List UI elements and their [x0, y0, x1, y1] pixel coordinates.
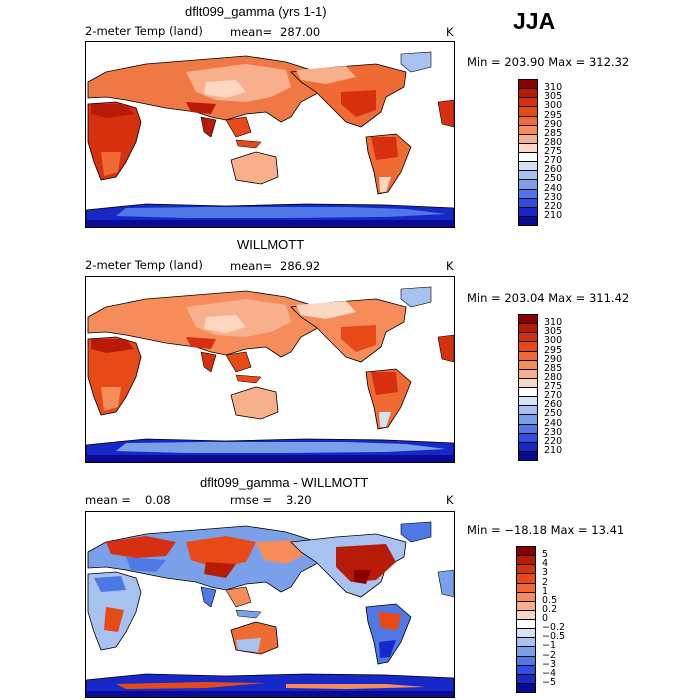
colorbar-tick-label: 275	[544, 146, 563, 157]
colorbar-tick-label: 220	[544, 200, 563, 212]
panel-3-map	[85, 511, 455, 698]
panel-3-units: K	[446, 493, 454, 507]
colorbar-swatch	[518, 450, 538, 461]
colorbar-tick-label: 305	[544, 91, 563, 103]
panel-1-minmax: Min = 203.90 Max = 312.32	[467, 55, 630, 69]
panel-2-title: WILLMOTT	[237, 237, 305, 252]
panel-1-map	[85, 41, 455, 228]
panel-2-mean-value: 286.92	[280, 259, 321, 273]
colorbar-tick-label: 4	[542, 558, 549, 570]
colorbar-tick-label: 3	[542, 567, 549, 579]
colorbar-swatch	[516, 682, 536, 693]
colorbar-tick-label: −0.2	[542, 622, 566, 634]
colorbar-tick-label: 295	[544, 344, 563, 356]
colorbar-tick-label: 300	[544, 335, 563, 347]
colorbar-tick-label: 220	[544, 435, 563, 447]
panel-1-title: dflt099_gamma (yrs 1-1)	[185, 4, 327, 19]
season-label: JJA	[513, 8, 556, 34]
colorbar-tick-label: 210	[544, 444, 563, 456]
panel-2-map-svg	[86, 286, 454, 462]
panel-1-variable: 2-meter Temp (land)	[85, 24, 203, 38]
panel-1-units: K	[446, 25, 454, 39]
panel-3-mean-label: mean =	[85, 493, 131, 507]
colorbar-tick-label: 270	[544, 390, 563, 402]
colorbar-tick-label: 240	[544, 417, 563, 429]
colorbar-tick-label: 260	[544, 399, 563, 411]
colorbar-tick-label: −1	[542, 640, 557, 652]
colorbar-tick-label: −2	[542, 649, 557, 661]
colorbar-tick-label: 230	[544, 191, 563, 203]
colorbar-swatch	[518, 215, 538, 226]
colorbar-tick-label: 0	[542, 613, 549, 624]
panel-3-mean-value: 0.08	[145, 493, 171, 507]
panel-2-map	[85, 276, 455, 463]
colorbar-tick-label: 240	[544, 182, 563, 194]
panel-2-variable: 2-meter Temp (land)	[85, 258, 203, 272]
colorbar-tick-label: 210	[544, 209, 563, 221]
colorbar-tick-label: 305	[544, 326, 563, 338]
colorbar-tick-label: −4	[542, 667, 557, 679]
colorbar-tick-label: 230	[544, 426, 563, 438]
colorbar-tick-label: 1	[542, 585, 549, 597]
panel-3-rmse-value: 3.20	[286, 493, 312, 507]
colorbar-tick-label: 5	[542, 549, 549, 561]
colorbar-tick-label: 2	[542, 576, 549, 588]
colorbar-tick-label: 300	[544, 100, 563, 112]
panel-2-minmax: Min = 203.04 Max = 311.42	[467, 291, 630, 305]
colorbar-tick-label: 275	[544, 381, 563, 392]
colorbar-tick-label: 250	[544, 408, 563, 420]
panel-1-map-svg	[86, 51, 454, 227]
panel-2-colorbar: 310 305 300 295 290 285 280 275 270 260 250 240 230 2…	[518, 314, 588, 461]
panel-3-rmse-label: rmse =	[230, 493, 273, 507]
colorbar-tick-label: 280	[544, 371, 563, 383]
panel-2-mean-label: mean=	[230, 259, 273, 273]
colorbar-tick-label: 295	[544, 109, 563, 121]
colorbar-tick-label: 285	[544, 127, 563, 139]
colorbar-tick-label: 285	[544, 362, 563, 374]
panel-3-map-svg	[86, 521, 454, 697]
colorbar-tick-label: 0.2	[542, 603, 558, 615]
colorbar-tick-label: −3	[542, 658, 557, 670]
panel-2-units: K	[446, 259, 454, 273]
panel-3-minmax: Min = −18.18 Max = 13.41	[467, 523, 625, 537]
colorbar-tick-label: −5	[542, 676, 557, 688]
colorbar-tick-label: 270	[544, 155, 563, 167]
panel-1-colorbar: 310 305 300 295 290 285 280 275 270 260 250 240 230 2…	[518, 79, 588, 226]
colorbar-tick-label: 310	[544, 317, 563, 329]
colorbar-tick-label: 290	[544, 118, 563, 130]
colorbar-tick-label: 310	[544, 82, 563, 94]
colorbar-tick-label: 260	[544, 164, 563, 176]
colorbar-tick-label: −0.5	[542, 631, 566, 643]
colorbar-tick-label: 0.5	[542, 594, 558, 606]
panel-1-mean-label: mean=	[230, 25, 273, 39]
colorbar-tick-label: 290	[544, 353, 563, 365]
colorbar-tick-label: 250	[544, 173, 563, 185]
panel-1-mean-value: 287.00	[280, 25, 321, 39]
panel-3-colorbar: 5 4 3 2 1 0.5 0.2 0 −0.2 −0.5 −1 −2 −3 −4 −5	[516, 546, 586, 693]
panel-3-title: dflt099_gamma - WILLMOTT	[200, 475, 369, 490]
colorbar-tick-label: 280	[544, 136, 563, 148]
